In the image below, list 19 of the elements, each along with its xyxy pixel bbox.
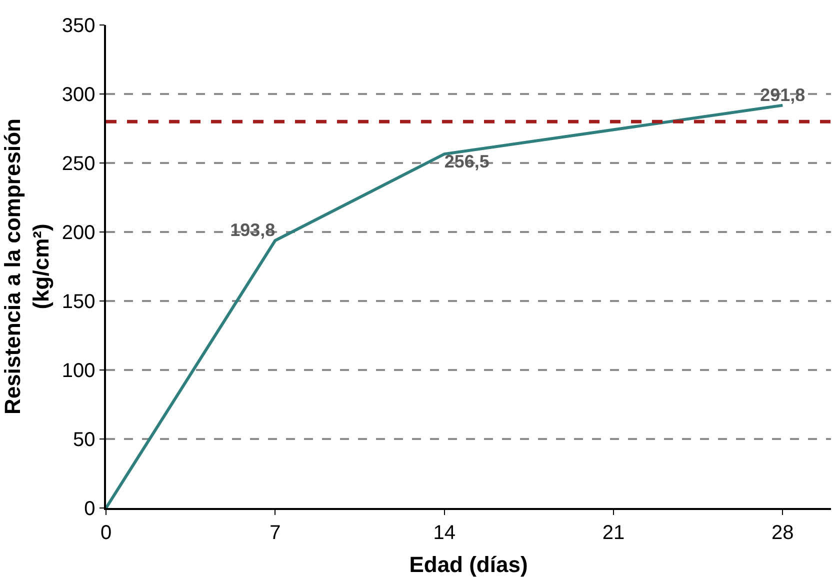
x-tick-label: 7 bbox=[270, 522, 281, 544]
y-tick-label: 200 bbox=[62, 222, 96, 244]
y-tick-label: 350 bbox=[62, 15, 96, 37]
x-tick-label: 0 bbox=[100, 522, 112, 544]
y-axis-title: Resistencia a la compresión (kg/cm²) bbox=[0, 118, 54, 414]
x-tick-label: 14 bbox=[433, 522, 456, 544]
x-tick-label: 21 bbox=[602, 522, 625, 544]
y-tick-label: 100 bbox=[62, 360, 96, 382]
data-label: 291,8 bbox=[760, 84, 806, 105]
y-tick-label: 50 bbox=[73, 429, 96, 451]
y-tick-label: 150 bbox=[62, 291, 96, 313]
y-tick-label: 250 bbox=[62, 153, 96, 175]
line-series bbox=[106, 104, 784, 508]
x-axis-title: Edad (días) bbox=[409, 552, 528, 577]
data-label: 193,8 bbox=[230, 220, 276, 240]
y-tick-label: 300 bbox=[62, 84, 96, 106]
x-tick-label: 28 bbox=[772, 522, 794, 544]
y-tick-label: 0 bbox=[84, 498, 96, 520]
data-label: 256,5 bbox=[444, 152, 490, 172]
